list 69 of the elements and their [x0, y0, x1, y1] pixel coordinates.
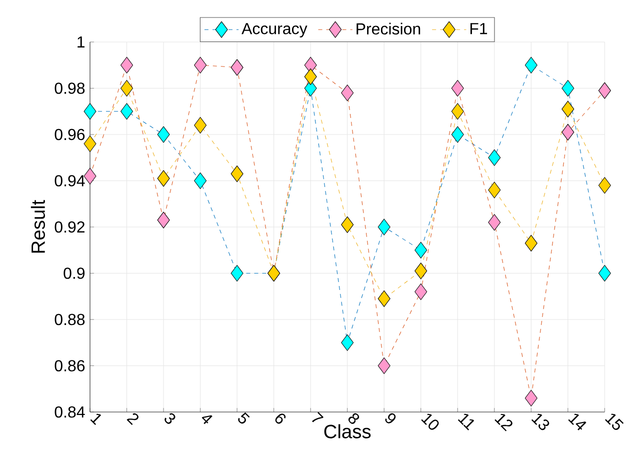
x-tick-label: 10 — [421, 414, 439, 430]
point — [451, 103, 464, 120]
point — [488, 182, 501, 198]
point — [598, 82, 611, 99]
y-tick-label: 0.86 — [54, 360, 85, 372]
y-tick-label: 0.84 — [54, 406, 85, 418]
point — [84, 135, 96, 152]
x-tick-label: 15 — [605, 414, 624, 430]
point — [120, 56, 134, 74]
point — [414, 242, 428, 258]
point — [341, 216, 354, 233]
point — [451, 80, 464, 97]
point — [194, 172, 207, 190]
point — [488, 214, 501, 231]
point — [562, 80, 574, 97]
legend-label: F1 — [470, 23, 488, 34]
point — [157, 126, 170, 143]
point — [524, 56, 538, 74]
point — [84, 168, 96, 184]
x-axis-title: Class — [324, 424, 371, 438]
y-tick-label: 0.9 — [64, 268, 85, 279]
point — [414, 262, 428, 280]
point — [562, 100, 574, 118]
y-tick-label: 0.98 — [54, 82, 85, 94]
y-tick-label: 1 — [78, 36, 85, 48]
point — [304, 68, 317, 85]
x-tick-label: 4 — [202, 415, 212, 424]
point — [120, 80, 134, 97]
x-tick-label: 8 — [348, 413, 360, 424]
y-axis-title: Result — [30, 200, 45, 253]
point — [451, 126, 464, 143]
x-tick-label: 14 — [568, 414, 586, 430]
point — [378, 218, 390, 236]
x-tick-label: 3 — [164, 413, 176, 424]
x-tick-label: 1 — [90, 414, 102, 425]
y-tick-label: 0.92 — [54, 221, 84, 233]
point — [524, 390, 538, 406]
point — [84, 103, 96, 120]
point — [230, 166, 244, 182]
x-tick-label: 5 — [238, 412, 250, 424]
x-tick-label: 13 — [531, 414, 550, 430]
point — [194, 116, 207, 134]
x-tick-label: 2 — [126, 413, 138, 425]
point — [194, 56, 207, 74]
x-tick-label: 9 — [385, 413, 396, 424]
x-tick-label: 11 — [458, 414, 474, 430]
point — [488, 149, 501, 166]
point — [120, 103, 134, 120]
x-tick-label: 6 — [275, 414, 286, 424]
legend-label: Accuracy — [242, 23, 308, 38]
point — [230, 59, 244, 76]
x-tick-label: 7 — [312, 412, 324, 422]
point — [157, 170, 170, 187]
point — [598, 264, 611, 282]
point — [562, 124, 574, 140]
point — [341, 334, 354, 351]
point — [378, 290, 390, 307]
point — [230, 264, 244, 282]
point — [524, 234, 538, 252]
point — [378, 357, 390, 374]
point — [157, 212, 170, 228]
x-tick-label: 12 — [494, 414, 512, 432]
y-tick-label: 0.96 — [54, 128, 85, 140]
legend-label: Precision — [356, 22, 420, 35]
point — [598, 177, 611, 194]
point — [341, 84, 354, 102]
y-tick-label: 0.94 — [54, 175, 85, 186]
point — [414, 283, 428, 300]
y-tick-label: 0.88 — [54, 314, 85, 326]
